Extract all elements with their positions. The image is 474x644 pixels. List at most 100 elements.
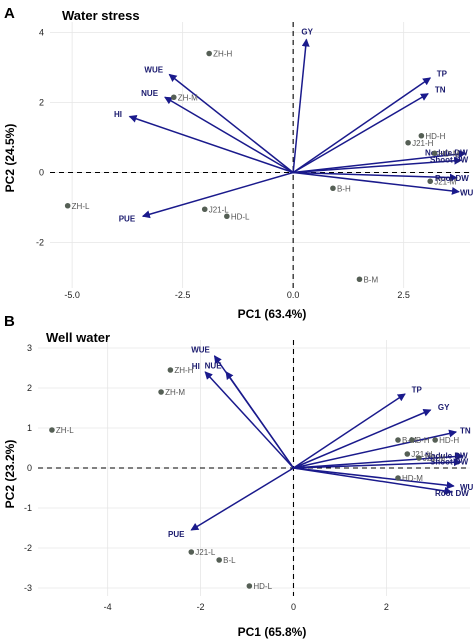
a-arrow-gy: [292, 38, 310, 173]
b-variable-label-tp: TP: [412, 386, 423, 395]
a-observation-point-zh-m: [170, 94, 177, 101]
a-arrow-nodule-dw: [293, 150, 467, 174]
a-observation-point-hd-l: [224, 213, 230, 220]
b-y-tick-label: 2: [27, 383, 32, 393]
b-variable-label-shoot-dw: Shoot DW: [430, 458, 469, 467]
b-arrow-nodule-dw: [293, 452, 465, 469]
b-observation-label-j21-h: J21-H: [411, 450, 433, 459]
b-y-tick-label: -3: [24, 583, 32, 593]
a-observation-label-j21-m: J21-M: [434, 177, 457, 186]
a-observation-label-hd-m: HD-M: [439, 149, 460, 158]
b-observation-label-j21-l: J21-L: [195, 548, 216, 557]
b-observation-point-j21-l: [188, 549, 195, 555]
panel-b-well-water: B Well water -4 -2 0 2 -3 -2 -1 0 1 2 3 WUE HI NUE TP G…: [3, 313, 474, 639]
panel-a-x-axis-title: PC1 (63.4%): [238, 307, 307, 321]
b-variable-label-pue: PUE: [168, 530, 185, 539]
a-observation-label-b-m: B-M: [363, 275, 378, 284]
b-observation-point-b-h: [409, 437, 415, 443]
a-observation-label-j21-h: J21-H: [412, 139, 434, 148]
a-variable-label-tp: TP: [437, 69, 448, 78]
b-x-tick-label: 2: [384, 602, 389, 612]
a-observation-label-j21-l: J21-L: [209, 205, 230, 214]
panel-b-x-axis-title: PC1 (65.8%): [238, 625, 307, 639]
a-observation-point-j21-m: [427, 178, 434, 185]
b-arrow-pue: [190, 467, 294, 531]
a-observation-point-b-h: [330, 185, 336, 192]
a-observation-label-b-h: B-H: [337, 184, 351, 193]
b-arrow-root-dw: [293, 467, 453, 495]
b-observation-point-hd-m: [395, 475, 401, 481]
b-observation-point-b-l: [216, 557, 222, 563]
b-observation-label-hd-l: HD-L: [253, 582, 272, 591]
b-observation-point-zh-l: [49, 427, 55, 433]
a-observation-point-zh-l: [64, 202, 71, 209]
b-observation-point-b-m: [395, 437, 401, 443]
a-arrow-nue: [164, 96, 294, 174]
a-arrow-root-dw: [293, 171, 458, 182]
a-y-tick-label: 4: [39, 28, 44, 38]
b-observation-label-hd-m: HD-M: [402, 474, 423, 483]
panel-a-water-stress: A Water stress -5.0 -2.5 0.0 2.5 -2 0 2 4 GY TP TN…: [3, 5, 474, 321]
b-arrow-tn: [293, 429, 458, 469]
a-x-tick-label: -5.0: [64, 290, 80, 300]
b-observation-label-zh-m: ZH-M: [165, 388, 185, 397]
b-y-tick-label: 0: [27, 463, 32, 473]
b-y-tick-label: 3: [27, 343, 32, 353]
a-observation-point-j21-l: [201, 206, 208, 213]
a-variable-label-gy: GY: [301, 28, 313, 37]
a-arrow-wu: [293, 171, 460, 195]
a-observation-label-hd-l: HD-L: [231, 212, 250, 221]
a-arrow-tp: [292, 77, 432, 174]
a-observation-point-zh-h: [206, 50, 212, 57]
a-observation-point-hd-m: [431, 150, 438, 157]
panel-a-letter: A: [4, 5, 15, 22]
a-observation-label-zh-h: ZH-H: [213, 50, 232, 59]
b-y-tick-label: 1: [27, 423, 32, 433]
b-arrow-hi: [204, 371, 295, 469]
b-observation-point-hd-l: [246, 583, 253, 589]
b-observation-label-hd-h: HD-H: [439, 436, 459, 445]
b-arrow-gy: [293, 409, 432, 469]
b-variable-label-root-dw: Root DW: [435, 489, 469, 498]
panel-a-plot-area: -5.0 -2.5 0.0 2.5 -2 0 2 4 GY TP TN WUE NUE HI Nodule …: [36, 22, 474, 300]
panel-b-title: Well water: [46, 330, 110, 345]
b-variable-label-nodule-dw: Nodule DW: [425, 451, 468, 460]
a-arrow-wue: [168, 73, 294, 174]
b-variable-label-nue: NUE: [205, 361, 223, 370]
b-arrow-nue: [225, 371, 295, 469]
panel-b-letter: B: [4, 313, 15, 330]
b-observation-point-zh-m: [158, 389, 164, 395]
a-arrow-pue: [141, 171, 294, 219]
a-arrow-shoot-dw: [293, 156, 463, 174]
a-x-tick-label: 2.5: [397, 290, 410, 300]
panel-b-y-axis-title: PC2 (23.2%): [3, 440, 17, 509]
a-variable-label-pue: PUE: [119, 214, 136, 223]
b-variable-label-wu: WU: [460, 483, 474, 492]
a-observation-label-zh-m: ZH-M: [178, 93, 198, 102]
b-x-tick-label: -2: [197, 602, 205, 612]
b-arrow-wu: [293, 467, 455, 490]
panel-a-y-axis-title: PC2 (24.5%): [3, 124, 17, 193]
b-y-tick-label: -1: [24, 503, 32, 513]
b-variable-label-hi: HI: [192, 362, 200, 371]
a-arrow-tn: [292, 93, 429, 174]
b-observation-point-j21-m: [416, 455, 422, 461]
a-variable-label-nodule-dw: Nodule DW: [425, 148, 468, 157]
b-variable-label-gy: GY: [438, 403, 450, 412]
a-observation-label-zh-l: ZH-L: [72, 202, 90, 211]
a-variable-label-wu: WU: [460, 189, 474, 198]
b-arrow-tp: [293, 393, 406, 469]
b-observation-label-zh-h: ZH-H: [174, 366, 193, 375]
b-y-tick-label: -2: [24, 543, 32, 553]
b-x-tick-label: -4: [104, 602, 112, 612]
a-observation-label-hd-h: HD-H: [425, 132, 445, 141]
b-arrow-shoot-dw: [293, 458, 462, 469]
a-variable-label-root-dw: Root DW: [435, 174, 469, 183]
a-variable-label-tn: TN: [435, 86, 446, 95]
a-x-tick-label: -2.5: [175, 290, 191, 300]
a-observation-point-hd-h: [418, 132, 425, 139]
b-variable-label-tn: TN: [460, 426, 471, 435]
a-observation-point-j21-h: [405, 139, 411, 146]
a-y-tick-label: 0: [39, 168, 44, 178]
